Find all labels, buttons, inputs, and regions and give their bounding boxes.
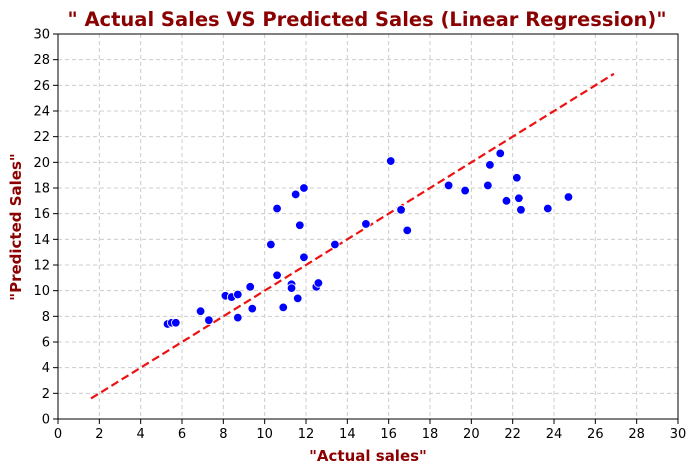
data-point — [204, 315, 214, 325]
y-tick-label: 28 — [33, 53, 50, 68]
data-point — [483, 180, 493, 191]
x-tick-label: 14 — [339, 427, 356, 442]
points-layer — [162, 148, 574, 329]
chart-title: " Actual Sales VS Predicted Sales (Linea… — [68, 8, 667, 31]
x-tick-label: 0 — [54, 427, 62, 442]
y-tick-label: 10 — [33, 284, 50, 299]
y-tick-label: 12 — [33, 259, 50, 274]
data-point — [245, 282, 255, 292]
data-point — [460, 185, 470, 196]
data-point — [266, 239, 276, 250]
fit-line-layer — [90, 72, 615, 400]
x-tick-label: 26 — [587, 427, 604, 442]
data-point — [299, 183, 309, 193]
data-point — [443, 180, 454, 191]
y-tick-label: 24 — [33, 105, 50, 120]
x-tick-label: 18 — [422, 427, 439, 442]
x-tick-label: 28 — [628, 427, 645, 442]
y-tick-label: 0 — [42, 413, 50, 428]
y-tick-label: 16 — [33, 207, 50, 222]
data-point — [396, 205, 406, 215]
data-point — [514, 193, 524, 203]
data-point — [286, 283, 297, 293]
data-point — [272, 270, 282, 280]
x-tick-label: 20 — [463, 427, 480, 442]
data-point — [402, 225, 412, 236]
data-point — [313, 278, 324, 288]
data-point — [278, 302, 288, 313]
x-axis-ticks: 0 2 4 6 8 10 12 14 16 18 20 22 24 26 28 30 — [54, 419, 686, 442]
data-point — [293, 293, 303, 304]
regression-fit-line — [90, 72, 615, 400]
data-point — [485, 160, 495, 170]
y-tick-label: 14 — [33, 233, 50, 248]
y-tick-label: 8 — [42, 310, 50, 325]
data-point — [233, 289, 243, 300]
data-point — [290, 189, 301, 200]
data-point — [330, 239, 340, 250]
data-point — [299, 252, 309, 262]
x-tick-label: 8 — [219, 427, 227, 442]
y-tick-label: 6 — [42, 336, 50, 351]
data-point — [516, 205, 526, 215]
y-tick-label: 30 — [33, 28, 50, 43]
data-point — [233, 312, 243, 323]
plot-frame — [57, 33, 679, 420]
data-point — [247, 303, 257, 314]
data-point — [386, 156, 396, 166]
x-tick-label: 12 — [298, 427, 315, 442]
data-point — [512, 173, 522, 183]
x-tick-label: 30 — [670, 427, 687, 442]
x-tick-label: 22 — [504, 427, 521, 442]
y-tick-label: 22 — [33, 130, 50, 145]
x-tick-label: 10 — [256, 427, 273, 442]
data-point — [195, 306, 206, 316]
data-point — [563, 192, 574, 202]
x-tick-label: 24 — [546, 427, 563, 442]
x-tick-label: 16 — [380, 427, 397, 442]
y-tick-label: 26 — [33, 79, 50, 94]
data-point — [495, 148, 505, 159]
y-tick-label: 20 — [33, 156, 50, 171]
x-tick-label: 4 — [137, 427, 145, 442]
y-axis-label: "Predicted Sales" — [7, 153, 25, 300]
data-point — [171, 318, 181, 328]
data-point — [361, 219, 371, 229]
data-point — [295, 220, 305, 230]
x-axis-label: "Actual sales" — [309, 447, 427, 465]
x-tick-label: 2 — [95, 427, 103, 442]
y-tick-label: 4 — [42, 361, 50, 376]
data-point — [501, 196, 512, 206]
x-tick-label: 6 — [178, 427, 186, 442]
data-point — [543, 203, 553, 214]
y-tick-label: 2 — [42, 387, 50, 402]
data-point — [272, 203, 282, 214]
y-tick-label: 18 — [33, 182, 50, 197]
